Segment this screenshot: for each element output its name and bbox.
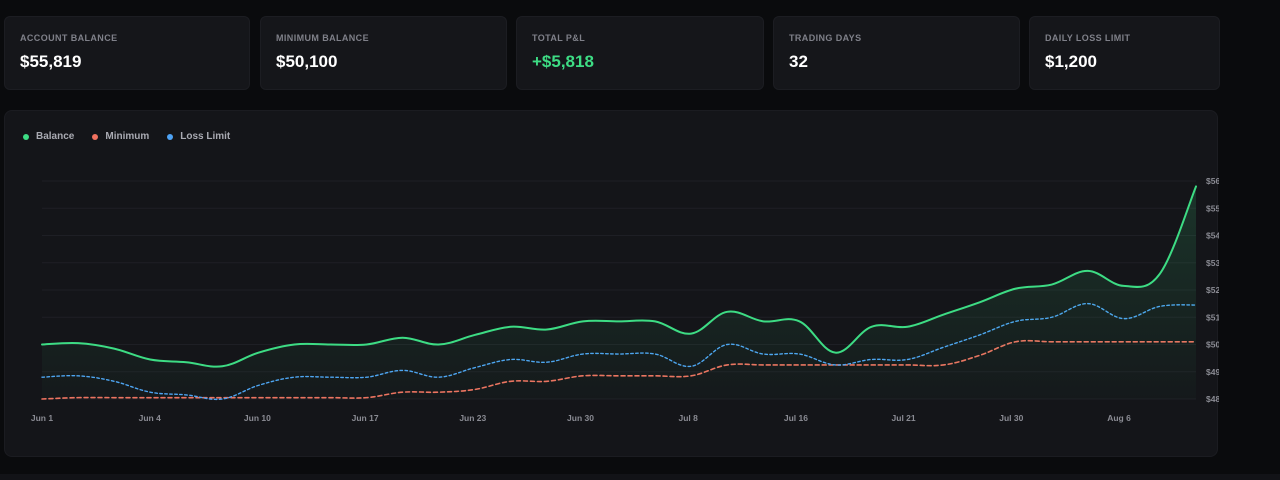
y-tick-label: $54 000 — [1206, 231, 1219, 241]
series-line-balance — [41, 185, 1197, 368]
legend-label: Balance — [36, 131, 75, 142]
x-tick-label: Jul 30 — [999, 413, 1023, 423]
stat-value: $1,200 — [1045, 52, 1097, 71]
balance-dot-icon — [23, 133, 29, 140]
x-tick-label: Jun 30 — [567, 413, 594, 423]
legend-item-balance[interactable]: Balance — [23, 131, 74, 142]
legend-label: Loss Limit — [180, 131, 231, 142]
stat-value: $55,819 — [20, 52, 82, 71]
legend-label: Minimum — [105, 131, 150, 142]
x-tick-label: Jun 23 — [459, 413, 486, 423]
y-tick-label: $51 000 — [1206, 312, 1219, 322]
stat-label: TRADING DAYS — [789, 33, 862, 43]
chart-legend: Balance Minimum Loss Limit — [23, 131, 230, 142]
y-tick-label: $53 000 — [1206, 258, 1219, 268]
x-tick-label: Jun 1 — [31, 413, 53, 423]
stat-label: TOTAL P&L — [532, 33, 586, 43]
next-panel-edge — [0, 474, 1280, 480]
stat-value: 32 — [789, 52, 808, 71]
x-tick-label: Jul 16 — [784, 413, 808, 423]
y-tick-label: $56 000 — [1206, 176, 1219, 186]
loss-limit-dot-icon — [167, 133, 174, 140]
balance-chart-card: Balance Minimum Loss Limit $48 000 $49 00… — [4, 110, 1219, 457]
y-tick-label: $55 000 — [1206, 203, 1219, 213]
stat-card-total-pnl: TOTAL P&L +$5,818 — [516, 16, 764, 90]
y-tick-label: $50 000 — [1206, 340, 1219, 350]
x-tick-label: Aug 6 — [1107, 413, 1131, 423]
legend-item-loss-limit[interactable]: Loss Limit — [167, 131, 230, 142]
stat-label: ACCOUNT BALANCE — [20, 33, 118, 43]
y-tick-label: $52 000 — [1206, 285, 1219, 295]
x-tick-label: Jul 21 — [892, 413, 916, 423]
x-tick-label: Jun 10 — [244, 413, 271, 423]
stat-value: $50,100 — [276, 52, 338, 71]
stat-label: MINIMUM BALANCE — [276, 33, 369, 43]
y-tick-label: $48 000 — [1206, 394, 1219, 404]
x-tick-label: Jun 4 — [139, 413, 161, 423]
stat-value: +$5,818 — [532, 52, 594, 71]
x-tick-label: Jul 8 — [679, 413, 699, 423]
stat-label: DAILY LOSS LIMIT — [1045, 33, 1131, 43]
balance-line-chart: $48 000 $49 000 $50 000 $51 000 $52 000 $53 0… — [31, 176, 1219, 423]
stat-card-daily-loss-limit: DAILY LOSS LIMIT $1,200 — [1029, 16, 1220, 90]
stat-card-minimum-balance: MINIMUM BALANCE $50,100 — [260, 16, 507, 90]
balance-area — [42, 186, 1196, 399]
y-tick-label: $49 000 — [1206, 367, 1219, 377]
stat-card-trading-days: TRADING DAYS 32 — [773, 16, 1020, 90]
legend-item-minimum[interactable]: Minimum — [92, 131, 149, 142]
minimum-dot-icon — [92, 133, 99, 140]
stat-card-account-balance: ACCOUNT BALANCE $55,819 — [4, 16, 250, 90]
x-tick-label: Jun 17 — [352, 413, 379, 423]
stats-row: ACCOUNT BALANCE $55,819 MINIMUM BALANCE … — [4, 16, 1280, 90]
